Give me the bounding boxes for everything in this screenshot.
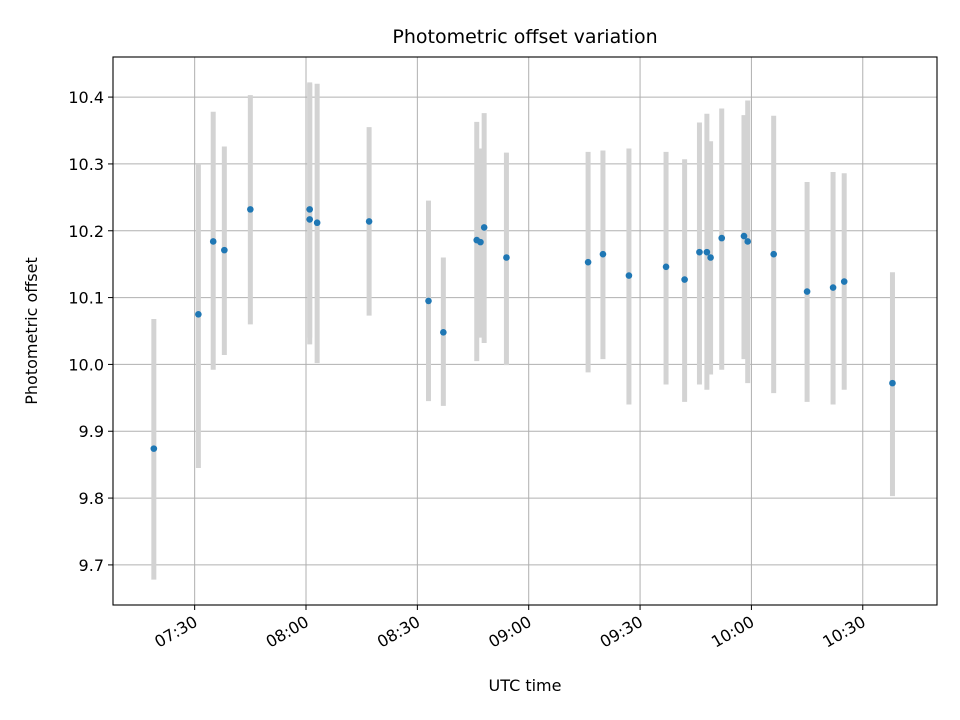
y-tick-label: 9.8 bbox=[79, 489, 104, 508]
data-point bbox=[707, 254, 714, 261]
x-axis-title: UTC time bbox=[489, 676, 562, 695]
data-point bbox=[703, 248, 711, 256]
plot-frame bbox=[112, 56, 938, 606]
data-point bbox=[306, 206, 314, 213]
y-tick-label: 10.0 bbox=[68, 355, 104, 374]
data-point bbox=[662, 263, 670, 271]
y-tick-label: 10.1 bbox=[68, 289, 104, 308]
chart-title: Photometric offset variation bbox=[392, 26, 657, 48]
data-point bbox=[480, 224, 488, 231]
data-point bbox=[740, 232, 748, 240]
data-point bbox=[195, 310, 202, 318]
data-point bbox=[681, 276, 688, 283]
data-point bbox=[150, 445, 158, 452]
data-point bbox=[718, 234, 726, 242]
data-point bbox=[829, 284, 837, 291]
data-point bbox=[221, 246, 228, 254]
data-point bbox=[365, 218, 373, 225]
data-point bbox=[306, 216, 314, 223]
data-point bbox=[425, 297, 432, 305]
y-axis-title: Photometric offset bbox=[22, 257, 41, 405]
data-point bbox=[313, 219, 321, 227]
data-point bbox=[440, 329, 447, 336]
y-tick-label: 10.4 bbox=[68, 88, 104, 107]
y-tick-label: 10.2 bbox=[68, 222, 104, 241]
data-point bbox=[770, 250, 777, 258]
data-point bbox=[803, 288, 811, 295]
y-tick-label: 9.9 bbox=[79, 422, 104, 441]
data-point bbox=[477, 238, 484, 246]
data-point bbox=[625, 272, 633, 279]
data-point bbox=[584, 258, 592, 266]
data-point bbox=[503, 254, 510, 261]
data-point bbox=[247, 206, 254, 213]
data-point bbox=[840, 278, 848, 285]
y-tick-label: 9.7 bbox=[79, 556, 104, 575]
data-point bbox=[209, 238, 217, 245]
y-axis-ticks: 9.7 9.8 9.9 10.0 10.1 10.2 10.3 10.4 bbox=[68, 88, 113, 575]
data-point bbox=[744, 238, 752, 245]
data-point bbox=[696, 248, 703, 256]
data-point bbox=[599, 250, 607, 258]
data-points bbox=[150, 206, 896, 452]
data-point bbox=[889, 379, 896, 387]
y-tick-label: 10.3 bbox=[68, 155, 104, 174]
